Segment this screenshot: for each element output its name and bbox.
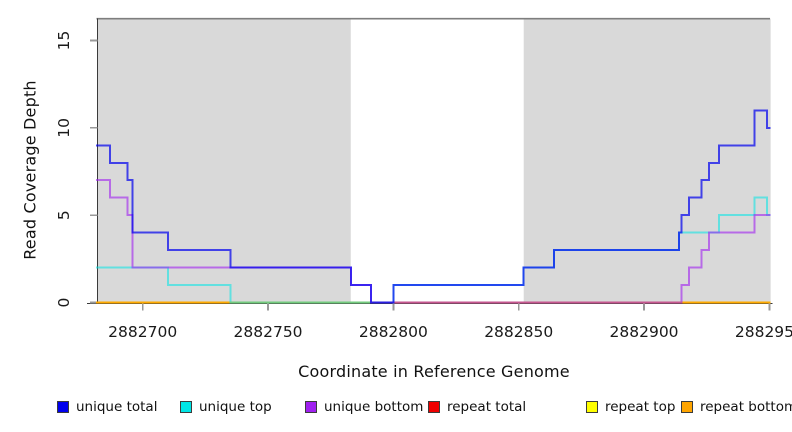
legend-swatch-unique-top [180, 401, 192, 413]
x-tick-label: 2882750 [234, 323, 303, 341]
legend-swatch-repeat-top [586, 401, 598, 413]
x-tick-label: 2882800 [359, 323, 428, 341]
y-tick-label: 10 [55, 118, 73, 138]
masked-region [523, 18, 771, 304]
legend-item-repeat-top: repeat top [586, 399, 675, 415]
legend-swatch-repeat-bottom [681, 401, 693, 413]
y-tick-label: 0 [55, 298, 73, 308]
legend-label: unique top [199, 399, 272, 415]
legend: unique total unique top unique bottom repea… [0, 399, 792, 419]
legend-item-repeat-bottom: repeat bottom [681, 399, 792, 415]
legend-item-repeat-total: repeat total [428, 399, 526, 415]
legend-label: unique total [76, 399, 158, 415]
legend-label: repeat top [605, 399, 676, 415]
legend-label: repeat bottom [700, 399, 792, 415]
y-axis-title: Read Coverage Depth [20, 80, 40, 260]
legend-item-unique-total: unique total [57, 399, 157, 415]
x-tick-label: 2882850 [484, 323, 553, 341]
legend-label: repeat total [447, 399, 527, 415]
y-tick-label: 15 [55, 31, 73, 51]
legend-item-unique-bottom: unique bottom [305, 399, 423, 415]
y-tick-label: 5 [55, 210, 73, 220]
legend-label: unique bottom [324, 399, 424, 415]
legend-item-unique-top: unique top [180, 399, 272, 415]
series-line-unique-total [96, 109, 771, 304]
legend-swatch-unique-bottom [305, 401, 317, 413]
legend-swatch-unique-total [57, 401, 69, 413]
x-tick-label: 2882700 [108, 323, 177, 341]
series-line-unique-bottom [96, 179, 771, 304]
legend-swatch-repeat-total [428, 401, 440, 413]
x-tick-label: 2882900 [610, 323, 679, 341]
masked-region [97, 18, 351, 304]
x-axis-title: Coordinate in Reference Genome [298, 362, 570, 381]
